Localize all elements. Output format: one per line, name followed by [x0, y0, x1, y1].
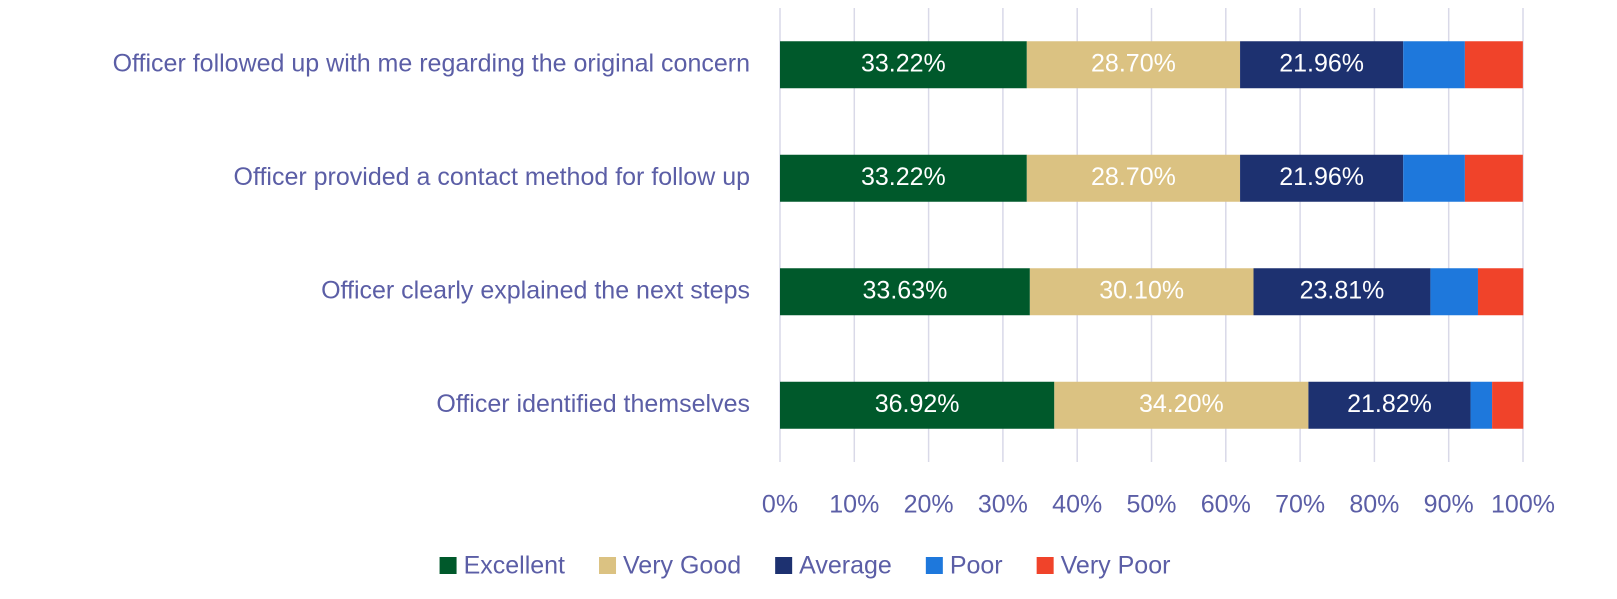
bar-segment — [1026, 154, 1241, 202]
bar-segment — [1430, 268, 1478, 316]
bar-segment — [1240, 154, 1404, 202]
legend-swatch — [1036, 557, 1054, 574]
bar-segment — [1029, 268, 1254, 316]
value-label: 28.70% — [1091, 49, 1176, 77]
x-tick-label: 50% — [1126, 491, 1176, 519]
legend-label: Excellent — [464, 552, 565, 580]
category-label: Officer provided a contact method for fo… — [234, 163, 750, 191]
x-tick-label: 60% — [1201, 491, 1251, 519]
value-label: 33.22% — [861, 49, 946, 77]
bar-segment — [1308, 381, 1471, 429]
bar-segment — [1477, 268, 1524, 316]
legend-swatch — [775, 557, 793, 574]
bar-segment — [1464, 154, 1523, 202]
x-tick-label: 40% — [1052, 491, 1102, 519]
legend-label: Very Good — [623, 552, 741, 580]
category-label: Officer clearly explained the next steps — [321, 276, 750, 304]
bar-segment — [780, 268, 1030, 316]
value-label: 33.22% — [861, 163, 946, 191]
legend-label: Average — [799, 552, 892, 580]
bar-segment — [780, 154, 1027, 202]
value-label: 21.96% — [1279, 163, 1364, 191]
legend-swatch — [925, 557, 943, 574]
bar-segment — [1253, 268, 1431, 316]
bar-segment — [1240, 41, 1404, 89]
bar-segment — [780, 41, 1027, 89]
value-label: 21.96% — [1279, 49, 1364, 77]
x-tick-label: 10% — [829, 491, 879, 519]
bar-segment — [1492, 381, 1524, 429]
bar-segment — [1054, 381, 1309, 429]
value-label: 28.70% — [1091, 163, 1176, 191]
legend-swatch — [439, 557, 457, 574]
category-label: Officer followed up with me regarding th… — [113, 49, 750, 77]
bar-segment — [1403, 154, 1465, 202]
bar-segment — [780, 381, 1055, 429]
value-label: 21.82% — [1347, 390, 1432, 418]
x-tick-label: 0% — [762, 491, 798, 519]
bar-segment — [1470, 381, 1493, 429]
legend-label: Poor — [950, 552, 1003, 580]
category-label: Officer identified themselves — [436, 390, 750, 418]
x-tick-label: 30% — [978, 491, 1028, 519]
value-label: 33.63% — [863, 276, 948, 304]
legend-label: Very Poor — [1061, 552, 1171, 580]
bar-segment — [1464, 41, 1523, 89]
value-label: 23.81% — [1300, 276, 1385, 304]
bar-segment — [1403, 41, 1465, 89]
bar-segment — [1026, 41, 1241, 89]
x-tick-label: 100% — [1491, 491, 1555, 519]
value-label: 30.10% — [1099, 276, 1184, 304]
value-label: 36.92% — [875, 390, 960, 418]
x-tick-label: 80% — [1349, 491, 1399, 519]
value-label: 34.20% — [1139, 390, 1224, 418]
x-tick-label: 90% — [1424, 491, 1474, 519]
legend-swatch — [599, 557, 617, 574]
x-tick-label: 20% — [904, 491, 954, 519]
x-tick-label: 70% — [1275, 491, 1325, 519]
